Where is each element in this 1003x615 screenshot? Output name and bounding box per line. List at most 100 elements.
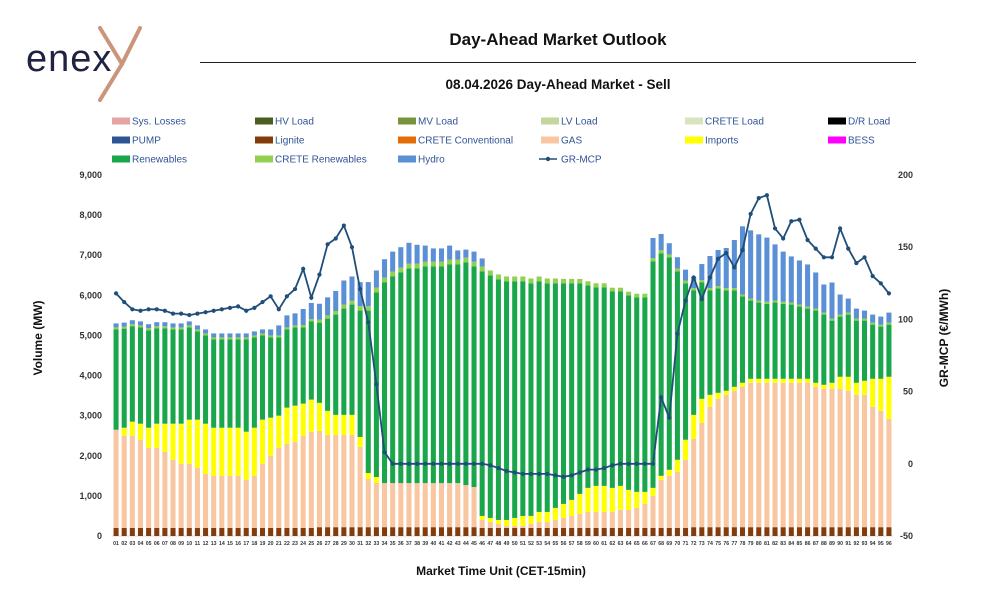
x-tick-label: 87 (813, 541, 819, 547)
bar-hydro (219, 333, 225, 338)
mcp-point (496, 466, 501, 471)
bar-imports (146, 427, 152, 448)
bar-lignite (560, 527, 567, 536)
x-tick-label: 81 (764, 541, 770, 547)
legend-swatch (398, 155, 416, 163)
bar-imports (609, 487, 615, 512)
legend-item-dr_load: D/R Load (828, 117, 890, 128)
bar-gas (422, 483, 428, 528)
x-tick-label: 94 (870, 541, 876, 547)
bar-stack-24 (300, 308, 306, 536)
bar-lignite (788, 527, 794, 536)
bar-crete_renewables (284, 327, 290, 330)
bar-stack-52 (528, 278, 534, 536)
bar-crete_renewables (227, 337, 233, 340)
y2-tick-label: 50 (903, 387, 913, 397)
bar-stack-93 (862, 310, 868, 536)
bar-imports (674, 459, 680, 472)
bar-lignite (536, 527, 542, 536)
legend-item-lv_load: LV Load (541, 117, 598, 128)
bar-stack-77 (731, 239, 737, 536)
legend-label: CRETE Renewables (275, 155, 367, 166)
bar-stack-85 (796, 260, 802, 536)
bar-crete_renewables (479, 266, 485, 272)
x-tick-label: 38 (414, 541, 420, 547)
bar-lignite (569, 527, 575, 536)
bar-hydro (837, 294, 843, 315)
bar-crete_renewables (259, 333, 266, 336)
legend-item-mcp: GR-MCP (539, 155, 602, 166)
bar-gas (268, 455, 274, 528)
bar-renewables (219, 339, 225, 428)
bar-stack-39 (422, 245, 428, 536)
bar-imports (487, 517, 493, 522)
bar-hydro (357, 282, 363, 307)
bar-hydro (414, 244, 420, 264)
x-tick-label: 20 (268, 541, 274, 547)
bar-gas (748, 382, 754, 528)
bar-gas (764, 382, 770, 528)
bar-gas (862, 394, 868, 528)
bar-crete_renewables (560, 278, 567, 284)
bar-imports (520, 515, 526, 526)
bar-renewables (113, 329, 119, 430)
x-tick-label: 24 (300, 541, 306, 547)
bar-lignite (796, 527, 802, 536)
bar-imports (292, 405, 298, 442)
bar-crete_renewables (609, 287, 615, 292)
bar-hydro (406, 242, 412, 264)
bar-gas (479, 519, 485, 528)
bar-hydro (723, 248, 729, 289)
bar-lignite (325, 527, 331, 536)
bar-crete_renewables (341, 304, 347, 309)
bar-stack-21 (276, 325, 282, 536)
bar-crete_renewables (870, 322, 876, 325)
bar-crete_renewables (390, 271, 396, 277)
bar-imports (837, 376, 843, 389)
x-axis-ticks: 01 02 03 04 05 06 07 08 09 10 11 12 13 14 15 16 17 18 19 20… (113, 541, 892, 547)
bar-hydro (113, 323, 119, 328)
legend-label: Lignite (275, 136, 305, 147)
bar-renewables (398, 272, 404, 484)
bar-lignite (129, 527, 135, 536)
bar-imports (886, 376, 892, 419)
bar-lignite (162, 527, 168, 536)
x-tick-label: 73 (699, 541, 705, 547)
legend-item-pump: PUMP (112, 136, 161, 147)
mcp-point (203, 310, 208, 315)
bar-lignite (764, 527, 770, 536)
bar-crete_renewables (658, 250, 664, 254)
bar-crete_renewables (739, 294, 746, 297)
bar-lignite (870, 527, 876, 536)
bar-crete_renewables (829, 318, 835, 321)
bar-lignite (178, 527, 184, 536)
bar-lignite (512, 527, 518, 536)
bar-renewables (235, 339, 241, 428)
bar-crete_renewables (634, 293, 640, 298)
bar-crete_renewables (243, 337, 249, 340)
bar-imports (154, 423, 160, 448)
bar-imports (626, 489, 632, 510)
bar-gas (650, 495, 656, 528)
bar-imports (357, 436, 363, 447)
legend-swatch (541, 136, 559, 144)
bar-stack-90 (837, 294, 843, 536)
y-tick-label: 5,000 (79, 330, 102, 340)
bar-gas (438, 483, 445, 528)
bar-imports (829, 382, 835, 389)
mcp-point (593, 467, 599, 472)
mcp-point (650, 461, 656, 466)
bar-hydro (813, 272, 819, 309)
bar-stack-18 (251, 331, 257, 536)
x-tick-label: 72 (691, 541, 697, 547)
bar-renewables (341, 308, 347, 415)
bar-hydro (170, 323, 176, 328)
legend-label: GR-MCP (561, 155, 602, 166)
bar-crete_renewables (325, 315, 331, 319)
bar-hydro (878, 316, 884, 325)
bar-gas (398, 483, 404, 528)
bar-crete_renewables (333, 310, 339, 315)
mcp-point (179, 311, 184, 316)
bar-stack-79 (748, 230, 754, 536)
bar-lignite (609, 527, 615, 536)
